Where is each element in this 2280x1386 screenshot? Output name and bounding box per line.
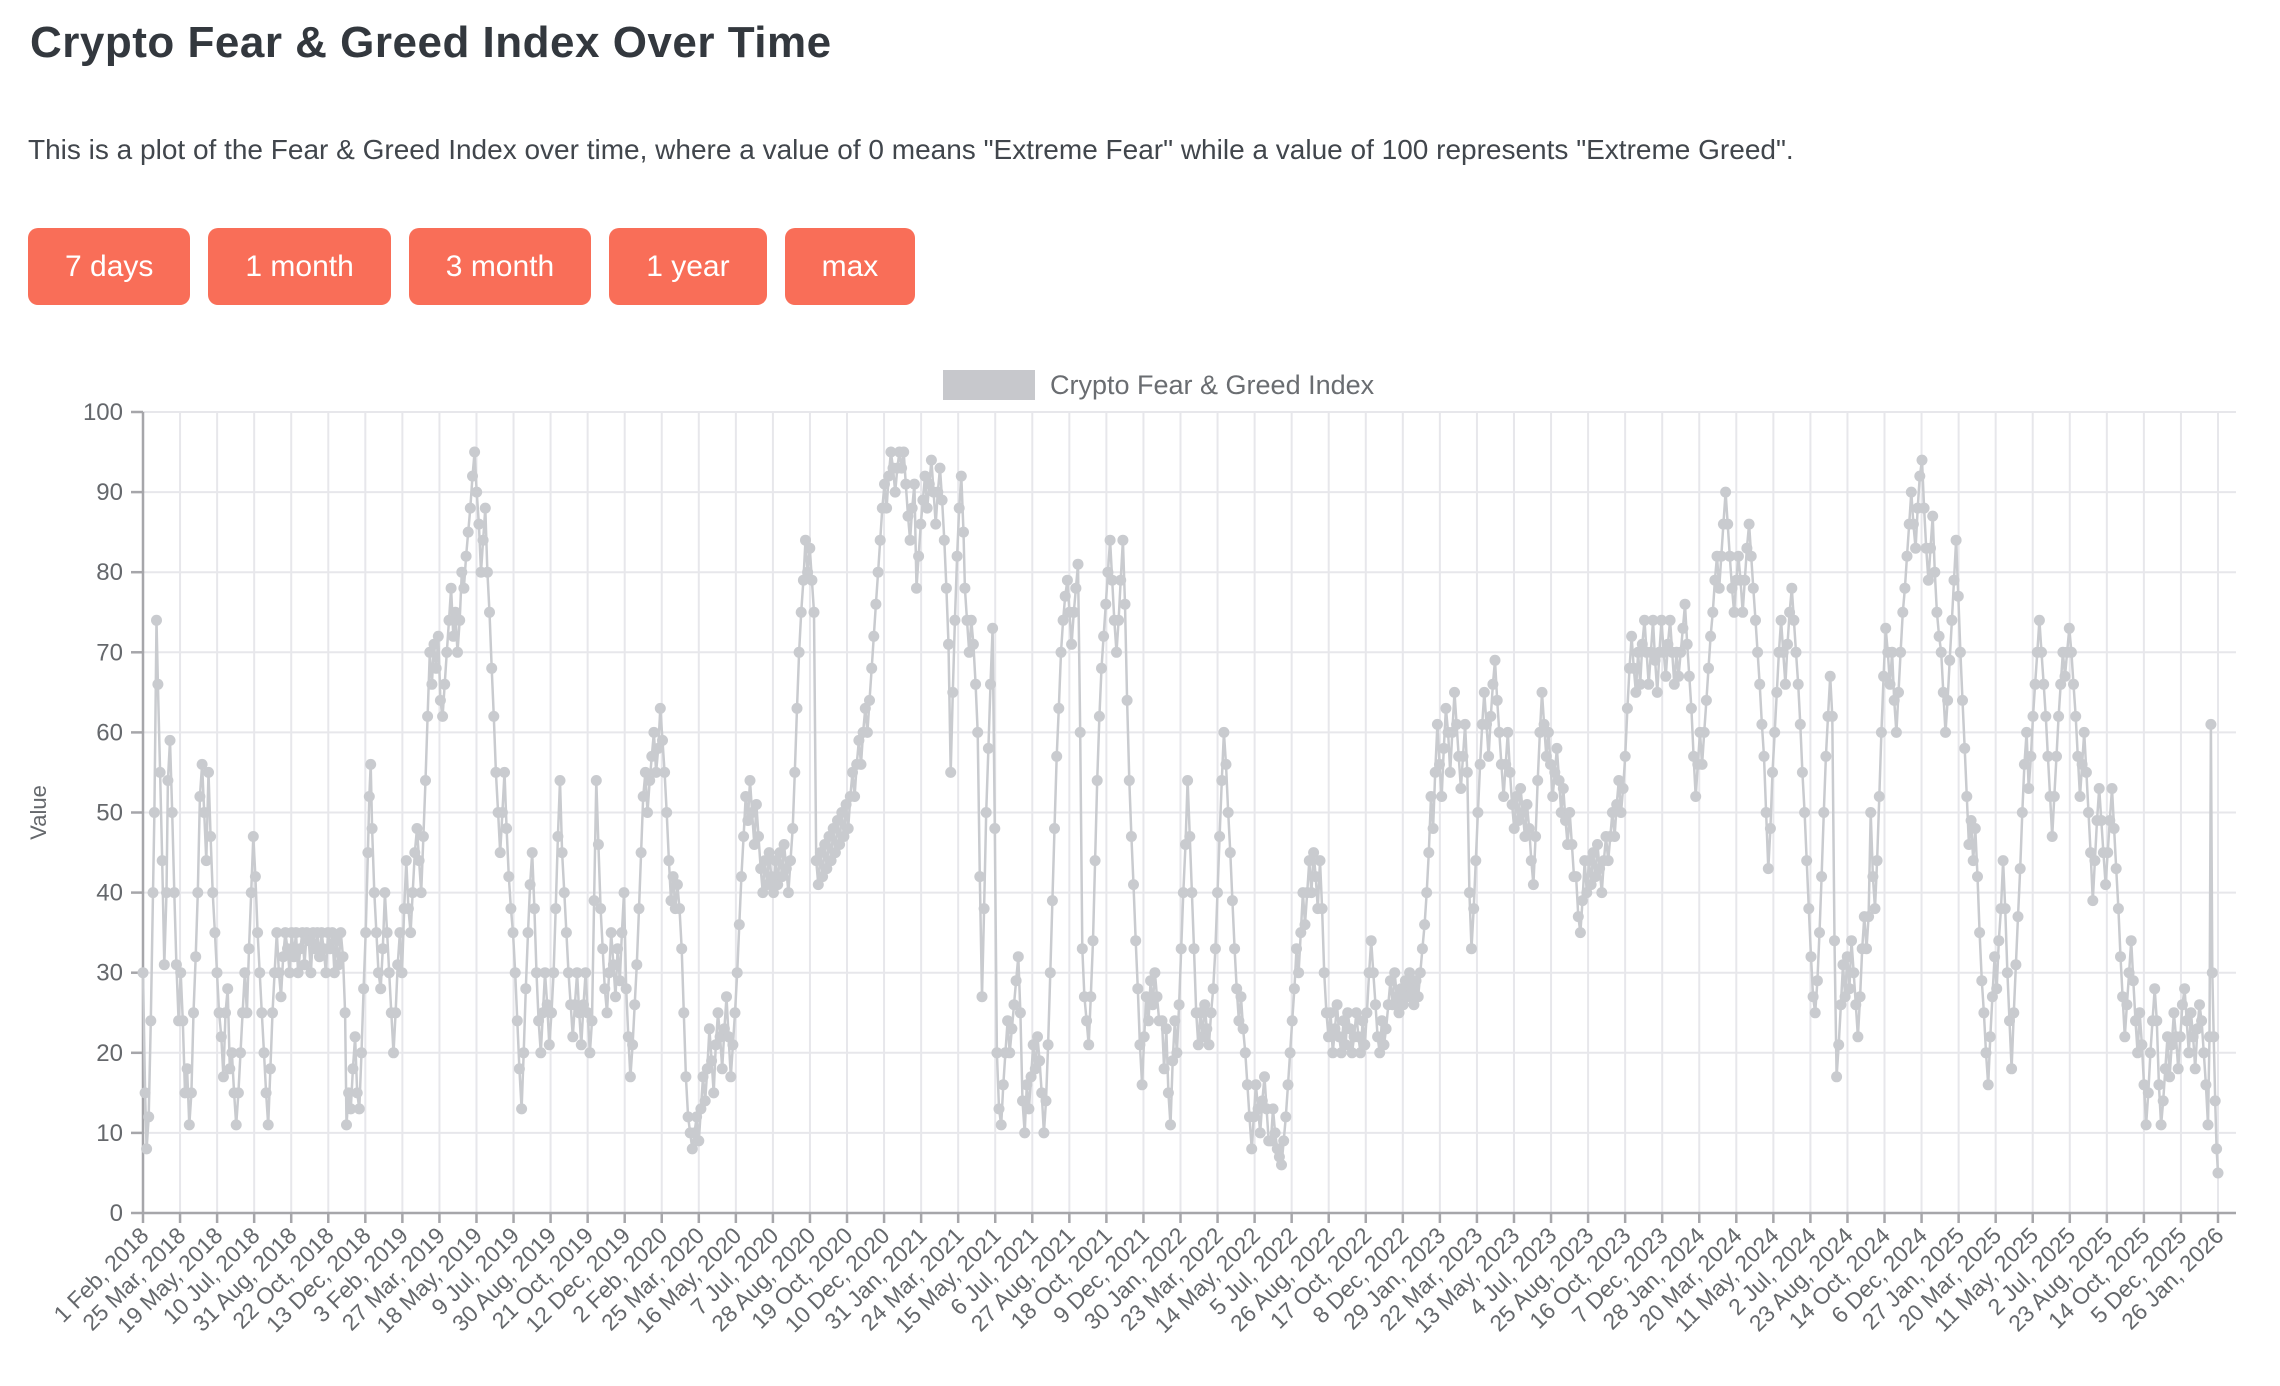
svg-text:30: 30 (96, 960, 123, 987)
y-axis-labels: 0 10 20 30 40 50 60 70 80 90 100 (83, 399, 123, 1227)
y-axis-title: Value (26, 785, 51, 840)
legend-label: Crypto Fear & Greed Index (1050, 370, 1375, 400)
legend-item[interactable]: Crypto Fear & Greed Index (943, 370, 1375, 400)
range-button-1month[interactable]: 1 month (208, 228, 391, 305)
page-title: Crypto Fear & Greed Index Over Time (30, 18, 832, 67)
gridlines (143, 411, 2236, 1213)
svg-text:20: 20 (96, 1040, 123, 1067)
range-button-row: 7 days 1 month 3 month 1 year max (28, 228, 916, 305)
axes (131, 410, 2236, 1223)
page-subtitle: This is a plot of the Fear & Greed Index… (28, 134, 1794, 165)
svg-text:100: 100 (83, 399, 123, 426)
svg-text:80: 80 (96, 559, 123, 586)
svg-text:60: 60 (96, 719, 123, 746)
legend-swatch-icon (943, 370, 1035, 400)
fear-greed-series (137, 446, 2224, 1179)
svg-text:40: 40 (96, 880, 123, 907)
range-button-max[interactable]: max (784, 228, 916, 305)
fear-greed-chart[interactable]: 0 10 20 30 40 50 60 70 80 90 100 1 Feb, 2018 25 Mar,… (0, 356, 2280, 1386)
svg-text:70: 70 (96, 639, 123, 666)
svg-text:10: 10 (96, 1120, 123, 1147)
svg-text:90: 90 (96, 479, 123, 506)
range-button-3month[interactable]: 3 month (408, 228, 592, 305)
range-button-7days[interactable]: 7 days (28, 228, 191, 305)
svg-text:0: 0 (110, 1200, 123, 1227)
svg-text:50: 50 (96, 800, 123, 827)
range-button-1year[interactable]: 1 year (609, 228, 767, 305)
